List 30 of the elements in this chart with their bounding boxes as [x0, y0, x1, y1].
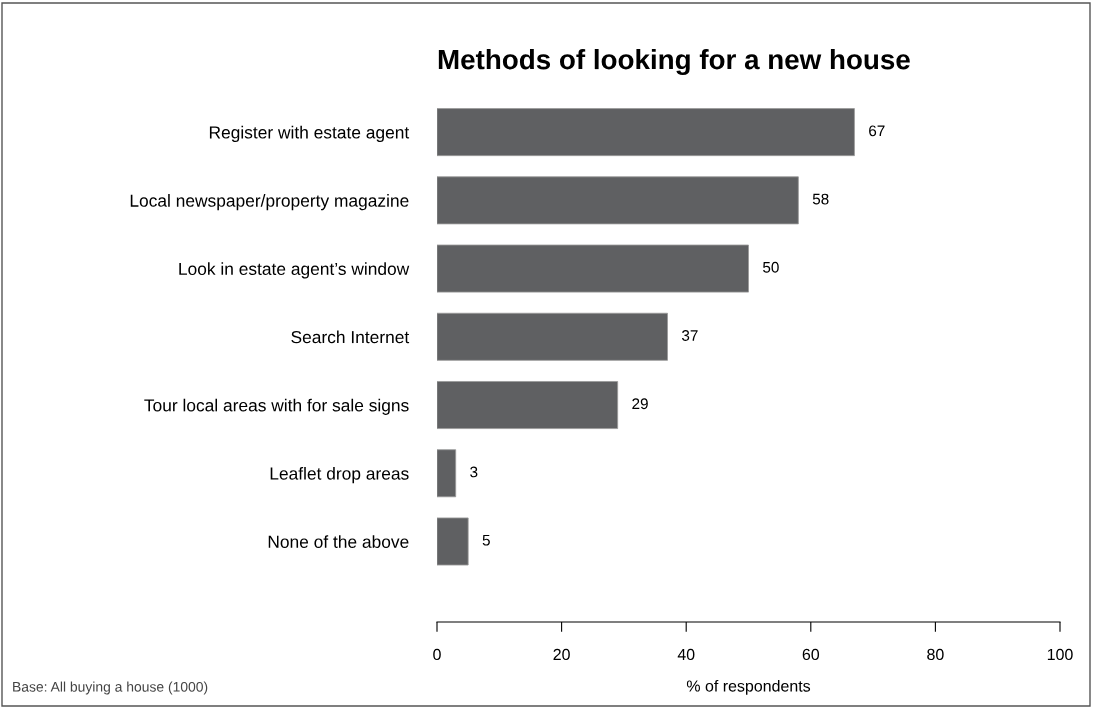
y-tick-label: Tour local areas with for sale signs	[144, 398, 409, 415]
x-tick-label: 100	[1047, 648, 1073, 661]
bar	[437, 244, 749, 293]
y-tick-label: None of the above	[268, 535, 409, 548]
x-tick-label: 60	[802, 648, 820, 661]
bar	[437, 517, 469, 566]
text: Base: All buying a house (1000)	[13, 681, 208, 695]
data-label: 5	[482, 534, 490, 546]
x-tick-label: 80	[927, 648, 944, 661]
chart-title: Methods of looking for a new house	[438, 48, 910, 76]
x-axis-title: % of respondents	[686, 679, 811, 695]
data-label: 37	[681, 330, 698, 341]
y-tick-label: Local newspaper/property magazine	[130, 194, 409, 211]
data-label: 58	[812, 193, 829, 205]
y-tick-label: Look in estate agent’s window	[179, 262, 410, 279]
y-tick-label: Search Internet	[291, 330, 410, 344]
bar	[437, 108, 855, 157]
data-label: 67	[869, 125, 885, 137]
data-label: 3	[470, 466, 478, 478]
data-label: 29	[632, 398, 648, 410]
x-tick-label: 40	[677, 648, 695, 661]
bar	[437, 312, 668, 361]
bar	[437, 449, 457, 498]
x-tick-label: 0	[433, 648, 441, 661]
bar	[437, 381, 619, 429]
y-tick-label: Register with estate agent	[209, 125, 410, 143]
x-tick-label: 20	[553, 648, 570, 661]
data-label: 50	[763, 261, 779, 273]
bar	[437, 176, 799, 225]
y-tick-label: Leaflet drop areas	[270, 466, 409, 484]
